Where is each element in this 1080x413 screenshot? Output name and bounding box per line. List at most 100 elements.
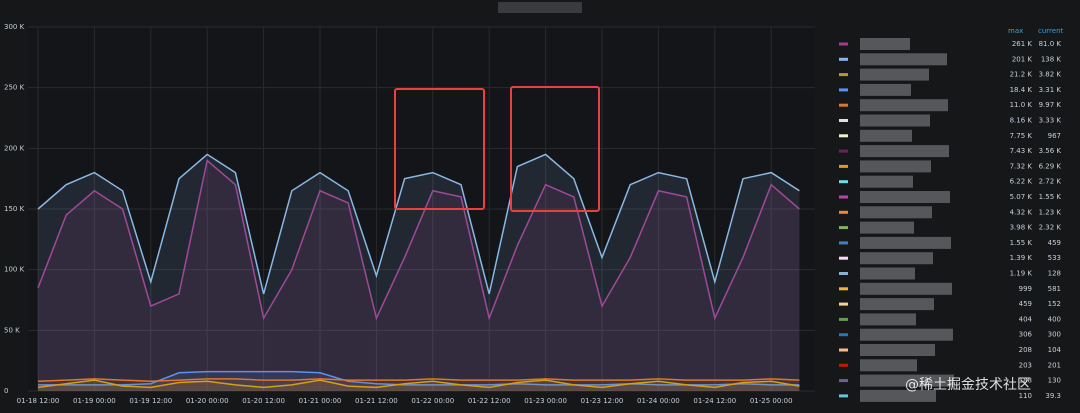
series-area (38, 378, 800, 391)
legend-current: 459 (1048, 239, 1061, 247)
legend-current: 201 (1048, 361, 1061, 369)
legend-swatch (839, 394, 848, 398)
blurred-name (860, 298, 934, 311)
legend-current: 2.72 K (1039, 178, 1062, 186)
legend-current: 3.31 K (1039, 86, 1062, 94)
blurred-name (860, 344, 935, 356)
blurred-title (498, 2, 582, 13)
legend-current: 3.82 K (1039, 71, 1062, 79)
blurred-name (860, 236, 951, 249)
blurred-name (860, 313, 916, 326)
legend-max: 8.16 K (1010, 117, 1033, 125)
legend-max: 21.2 K (1010, 71, 1033, 79)
legend-max: 1.55 K (1010, 239, 1033, 247)
legend-max: 110 (1019, 392, 1032, 400)
x-tick-label: 01-21 12:00 (355, 397, 398, 405)
legend-max: 404 (1019, 315, 1033, 323)
blurred-name (860, 83, 911, 96)
blurred-name (860, 99, 948, 112)
x-tick-label: 01-25 00:00 (750, 397, 793, 405)
legend-current: 9.97 K (1039, 101, 1062, 109)
legend-max: 4.32 K (1010, 208, 1033, 216)
legend-swatch (839, 134, 848, 138)
blurred-name (860, 267, 915, 280)
x-tick-label: 01-20 12:00 (242, 397, 285, 405)
blurred-name (860, 206, 932, 219)
legend-swatch (839, 363, 848, 367)
highlight-box (394, 88, 485, 210)
x-tick-label: 01-22 00:00 (411, 397, 454, 405)
legend-swatch (839, 149, 848, 153)
legend-current: 6.29 K (1039, 162, 1062, 170)
legend-header: max (1008, 27, 1023, 35)
legend: max current 261 K 81.0 K 201 K 138 K 21.2 K 3.8… (839, 27, 1064, 402)
legend-swatch (839, 103, 848, 107)
blurred-name (860, 68, 929, 81)
y-tick-label: 100 K (4, 266, 25, 274)
watermark: @稀土掘金技术社区 (905, 377, 1031, 393)
x-tick-label: 01-20 00:00 (186, 397, 229, 405)
y-tick-label: 50 K (4, 326, 20, 334)
x-tick-label: 01-22 12:00 (468, 397, 511, 405)
grid: 0 50 K 100 K 150 K 200 K 250 K 300 K 01-18 12:0… (4, 23, 815, 405)
blurred-name (860, 389, 936, 402)
legend-current: 581 (1048, 285, 1061, 293)
legend-max: 6.22 K (1010, 178, 1033, 186)
x-tick-label: 01-23 12:00 (581, 397, 624, 405)
legend-current: 138 K (1041, 55, 1062, 63)
series-line (38, 370, 800, 386)
x-tick-label: 01-24 00:00 (637, 397, 680, 405)
blurred-name (860, 252, 933, 265)
legend-swatch (839, 302, 848, 306)
series-line (37, 153, 800, 295)
x-tick-label: 01-23 00:00 (524, 397, 567, 405)
legend-header: current (1038, 27, 1064, 35)
blurred-name (860, 114, 930, 127)
y-tick-label: 200 K (4, 144, 25, 152)
series-group (37, 153, 800, 391)
legend-swatch (839, 195, 848, 199)
blurred-name (860, 145, 949, 158)
series-line (37, 379, 800, 389)
legend-max: 261 K (1012, 40, 1033, 48)
legend-swatch (839, 226, 848, 230)
legend-current: 39.3 (1045, 392, 1061, 400)
legend-swatch (839, 333, 848, 337)
blurred-name (860, 359, 917, 372)
blurred-name (860, 282, 952, 295)
legend-swatch (839, 241, 848, 245)
legend-current: 300 (1048, 331, 1061, 339)
legend-swatch (839, 379, 848, 383)
legend-current: 967 (1048, 132, 1061, 140)
blurred-name (860, 374, 954, 387)
legend-current: 400 (1048, 315, 1061, 323)
legend-max: 3.98 K (1010, 224, 1033, 232)
legend-swatch (839, 119, 848, 122)
legend-current: 81.0 K (1039, 40, 1062, 48)
blurred-name (860, 38, 910, 50)
legend-max: 999 (1019, 285, 1032, 293)
series-area (38, 160, 800, 391)
legend-current: 1.23 K (1039, 208, 1062, 216)
legend-current: 128 (1048, 270, 1061, 278)
series-line (37, 378, 800, 383)
legend-swatch (839, 256, 848, 260)
y-tick-label: 0 (4, 387, 8, 395)
legend-swatch (839, 180, 848, 184)
blurred-name (860, 129, 912, 142)
blurred-name (860, 175, 913, 188)
legend-max: 208 (1019, 346, 1032, 354)
legend-swatch (839, 88, 848, 92)
legend-max: 18.4 K (1010, 86, 1033, 94)
x-tick-label: 01-19 00:00 (73, 397, 116, 405)
series-line (37, 159, 800, 321)
blurred-name (860, 160, 931, 173)
legend-swatch (839, 73, 848, 77)
legend-max: 5.07 K (1010, 193, 1033, 201)
x-tick-label: 01-18 12:00 (17, 397, 60, 405)
legend-current: 3.56 K (1039, 147, 1062, 155)
series-area (38, 380, 800, 391)
legend-swatch (839, 287, 848, 291)
legend-swatch (839, 42, 848, 46)
